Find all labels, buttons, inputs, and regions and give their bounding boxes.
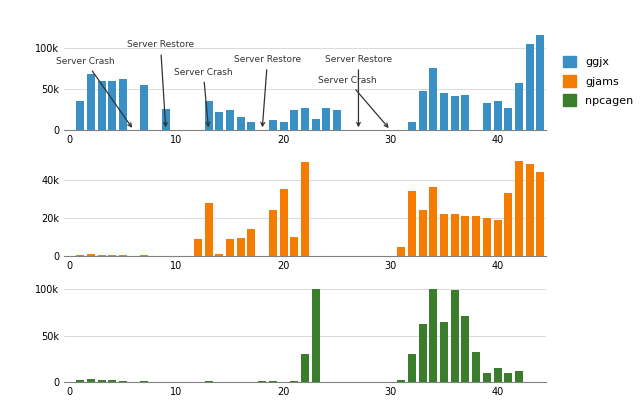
Bar: [205, 381, 213, 382]
Bar: [451, 96, 459, 130]
Bar: [322, 108, 331, 130]
Bar: [408, 354, 416, 382]
Bar: [279, 189, 288, 256]
Text: Server Crash: Server Crash: [318, 76, 388, 127]
Bar: [536, 35, 544, 130]
Bar: [290, 110, 299, 130]
Bar: [247, 122, 256, 130]
Text: Server Restore: Server Restore: [325, 55, 392, 126]
Bar: [440, 322, 448, 382]
Bar: [472, 352, 480, 382]
Bar: [526, 164, 534, 256]
Bar: [504, 373, 512, 382]
Bar: [76, 255, 84, 256]
Bar: [194, 239, 202, 256]
Bar: [119, 381, 127, 382]
Bar: [87, 379, 95, 382]
Bar: [333, 110, 341, 130]
Bar: [141, 255, 148, 256]
Text: Server Crash: Server Crash: [174, 68, 232, 126]
Bar: [269, 120, 277, 130]
Bar: [290, 381, 299, 382]
Bar: [108, 81, 116, 130]
Bar: [429, 68, 437, 130]
Bar: [237, 238, 245, 256]
Bar: [108, 255, 116, 256]
Text: Server Restore: Server Restore: [234, 55, 301, 126]
Bar: [419, 323, 427, 382]
Bar: [462, 316, 469, 382]
Bar: [515, 371, 523, 382]
Bar: [429, 289, 437, 382]
Bar: [215, 254, 223, 256]
Bar: [494, 101, 501, 130]
Bar: [494, 220, 501, 256]
Bar: [162, 109, 170, 130]
Text: Server Restore: Server Restore: [127, 40, 194, 126]
Bar: [397, 247, 405, 256]
Bar: [311, 120, 320, 130]
Bar: [279, 122, 288, 130]
Bar: [462, 95, 469, 130]
Bar: [440, 93, 448, 130]
Bar: [87, 254, 95, 256]
Bar: [419, 210, 427, 256]
Bar: [483, 218, 491, 256]
Bar: [119, 79, 127, 130]
Bar: [98, 81, 106, 130]
Bar: [408, 191, 416, 256]
Bar: [258, 381, 266, 382]
Bar: [98, 381, 106, 382]
Bar: [494, 368, 501, 382]
Bar: [472, 216, 480, 256]
Bar: [451, 214, 459, 256]
Bar: [301, 354, 309, 382]
Bar: [290, 237, 299, 256]
Bar: [515, 160, 523, 256]
Bar: [397, 381, 405, 382]
Bar: [269, 381, 277, 382]
Legend: ggjx, gjams, npcagen: ggjx, gjams, npcagen: [563, 56, 633, 106]
Bar: [504, 193, 512, 256]
Bar: [87, 74, 95, 130]
Bar: [237, 117, 245, 130]
Bar: [301, 163, 309, 256]
Bar: [247, 229, 256, 256]
Bar: [215, 112, 223, 130]
Bar: [440, 214, 448, 256]
Bar: [515, 83, 523, 130]
Bar: [504, 108, 512, 130]
Bar: [226, 110, 234, 130]
Bar: [301, 108, 309, 130]
Bar: [76, 381, 84, 382]
Bar: [226, 239, 234, 256]
Bar: [419, 92, 427, 130]
Bar: [141, 381, 148, 382]
Bar: [205, 202, 213, 256]
Bar: [119, 255, 127, 256]
Bar: [108, 381, 116, 382]
Bar: [311, 289, 320, 382]
Bar: [526, 44, 534, 130]
Bar: [76, 101, 84, 130]
Bar: [269, 210, 277, 256]
Bar: [141, 85, 148, 130]
Bar: [429, 187, 437, 256]
Bar: [462, 216, 469, 256]
Bar: [451, 290, 459, 382]
Bar: [483, 373, 491, 382]
Bar: [205, 100, 213, 130]
Text: Server Crash: Server Crash: [56, 57, 132, 127]
Bar: [408, 122, 416, 130]
Bar: [98, 255, 106, 256]
Bar: [483, 103, 491, 130]
Bar: [536, 172, 544, 256]
